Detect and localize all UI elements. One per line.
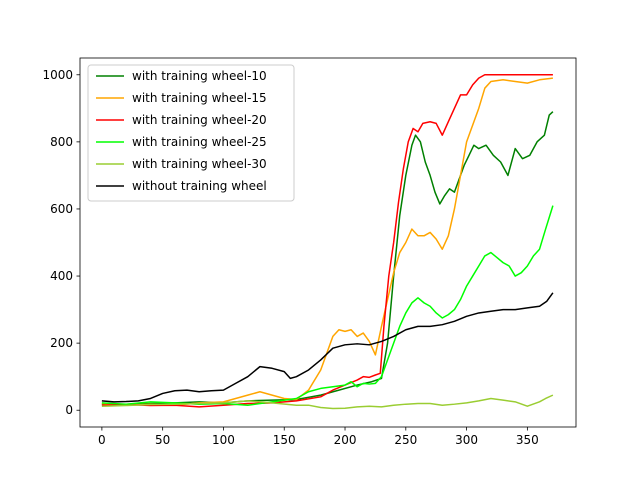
x-tick-label: 250 [394,433,417,447]
legend: with training wheel-10 with training whee… [87,64,295,202]
legend-label-3: with training wheel-20 [132,113,267,127]
plot-lines [101,74,554,410]
y-axis: 0 200 400 600 800 1000 [42,68,80,417]
y-tick-label: 600 [50,202,73,216]
x-tick-label: 150 [273,433,296,447]
y-tick-label: 800 [50,135,73,149]
series-line-1 [101,111,554,406]
legend-box [87,64,295,202]
series-line-5 [101,394,554,410]
series-line-2 [101,77,553,406]
y-tick-label: 1000 [42,68,73,82]
series-line-4 [101,205,554,406]
y-tick-label: 200 [50,336,73,350]
series-line-6 [101,292,554,403]
legend-label-1: with training wheel-10 [132,69,267,83]
x-tick-label: 350 [516,433,539,447]
legend-label-2: with training wheel-15 [132,91,267,105]
x-tick-label: 0 [98,433,106,447]
x-tick-label: 300 [455,433,478,447]
x-tick-label: 200 [334,433,357,447]
x-axis: 0 50 100 150 200 250 300 350 [98,427,539,447]
legend-label-5: with training wheel-30 [132,157,267,171]
legend-label-6: without training wheel [132,179,267,193]
y-tick-label: 400 [50,269,73,283]
x-tick-label: 100 [212,433,235,447]
plot-frame [79,57,577,428]
x-tick-label: 50 [155,433,170,447]
y-tick-label: 0 [65,403,73,417]
series-line-3 [101,74,553,408]
legend-label-4: with training wheel-25 [132,135,267,149]
